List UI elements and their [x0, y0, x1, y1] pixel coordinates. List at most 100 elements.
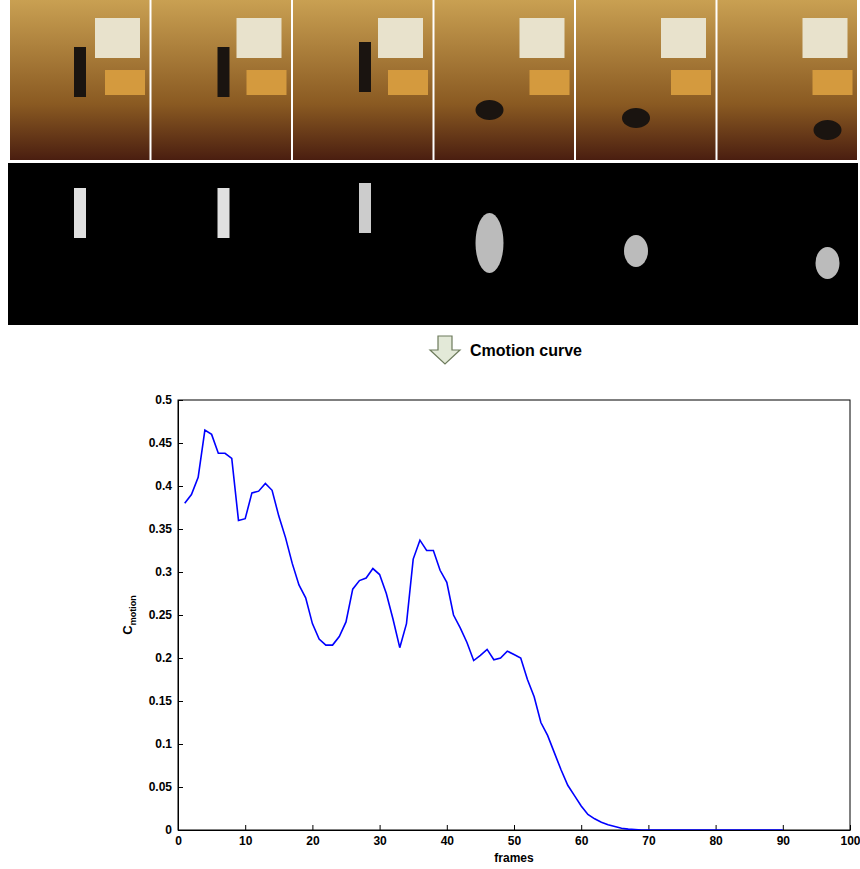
y-tick-mark	[178, 486, 183, 487]
y-tick: 0	[165, 823, 183, 837]
y-tick-mark	[178, 615, 183, 616]
silhouette	[74, 188, 86, 238]
y-tick: 0.3	[155, 565, 183, 579]
silhouette-frame	[150, 163, 293, 325]
silhouette	[359, 183, 371, 233]
silhouette-frame	[291, 163, 434, 325]
x-tick-mark	[447, 825, 448, 830]
data-line	[185, 430, 783, 830]
frame-board	[520, 18, 565, 58]
arrow-shape	[430, 336, 460, 364]
plot-frame	[178, 400, 850, 830]
frame-board	[237, 18, 282, 58]
y-tick-label: 0.2	[155, 651, 172, 665]
x-tick: 80	[709, 825, 723, 848]
silhouette	[476, 213, 504, 273]
person	[476, 100, 504, 120]
x-tick: 30	[373, 825, 387, 848]
frame-board	[95, 18, 140, 58]
x-tick: 100	[840, 825, 860, 848]
x-tick-mark	[312, 825, 313, 830]
frame-photo	[435, 0, 575, 160]
silhouette-bg	[574, 163, 717, 325]
y-tick: 0.25	[149, 608, 183, 622]
x-tick-mark	[783, 825, 784, 830]
y-tick-label: 0.3	[155, 565, 172, 579]
silhouette-bg	[8, 163, 151, 325]
frame-desk	[813, 70, 853, 95]
y-tick: 0.45	[149, 436, 183, 450]
frame-photo	[152, 0, 292, 160]
x-tick: 60	[575, 825, 589, 848]
frame-board	[661, 18, 706, 58]
frame-photo	[718, 0, 858, 160]
y-tick: 0.35	[149, 522, 183, 536]
plot-area	[185, 430, 783, 830]
y-tick-mark	[178, 572, 183, 573]
x-tick: 10	[239, 825, 253, 848]
person	[218, 47, 230, 97]
silhouette	[816, 247, 840, 279]
video-frame	[576, 0, 716, 160]
y-tick-label: 0.05	[149, 780, 173, 794]
y-tick: 0.15	[149, 694, 183, 708]
x-tick-label: 60	[575, 834, 589, 848]
x-tick-mark	[850, 825, 851, 830]
x-axis: 0102030405060708090100	[175, 825, 860, 848]
video-frame	[152, 0, 292, 160]
y-tick-label: 0.45	[149, 436, 173, 450]
silhouette	[624, 235, 648, 267]
y-tick-label: 0.15	[149, 694, 173, 708]
x-tick-mark	[581, 825, 582, 830]
x-tick-mark	[380, 825, 381, 830]
frame-desk	[247, 70, 287, 95]
video-frame	[435, 0, 575, 160]
person	[622, 108, 650, 128]
y-tick-label: 0.5	[155, 393, 172, 407]
x-axis-line	[179, 830, 851, 831]
y-tick-mark	[178, 658, 183, 659]
x-tick-label: 50	[508, 834, 522, 848]
y-axis-title: Cmotion	[120, 595, 138, 634]
x-tick-label: 10	[239, 834, 253, 848]
y-tick-label: 0	[165, 823, 172, 837]
x-axis-title: frames	[494, 851, 534, 865]
silhouette-frame	[433, 163, 576, 325]
silhouette	[218, 188, 230, 238]
x-tick-label: 90	[777, 834, 791, 848]
silhouette-bg	[291, 163, 434, 325]
frame-photo	[293, 0, 433, 160]
y-tick: 0.5	[155, 393, 183, 407]
x-tick-mark	[514, 825, 515, 830]
silhouette-frame	[716, 163, 859, 325]
y-axis: 0 0.05 0.1 0.15 0.2 0.25 0.3 0.35 0.4 0.45 0.5	[149, 393, 183, 837]
x-tick-label: 80	[709, 834, 723, 848]
frame-board	[378, 18, 423, 58]
y-tick-mark	[178, 830, 183, 831]
y-tick-mark	[178, 701, 183, 702]
y-tick: 0.1	[155, 737, 183, 751]
y-tick-label: 0.25	[149, 608, 173, 622]
y-tick-mark	[178, 400, 183, 401]
frame-desk	[388, 70, 428, 95]
silhouette-frame	[8, 163, 151, 325]
person	[359, 42, 371, 92]
silhouette-frame	[574, 163, 717, 325]
x-tick: 40	[441, 825, 455, 848]
annotation: Cmotion curve	[470, 342, 582, 359]
video-frame	[718, 0, 858, 160]
frame-photo	[10, 0, 150, 160]
y-tick: 0.05	[149, 780, 183, 794]
y-tick-label: 0.1	[155, 737, 172, 751]
video-frame	[10, 0, 150, 160]
x-tick-mark	[245, 825, 246, 830]
x-tick: 20	[306, 825, 320, 848]
x-tick-label: 70	[642, 834, 656, 848]
video-frame	[293, 0, 433, 160]
arrow	[430, 336, 460, 364]
y-tick-mark	[178, 529, 183, 530]
frame-desk	[530, 70, 570, 95]
y-tick-label: 0.4	[155, 479, 172, 493]
y-tick: 0.2	[155, 651, 183, 665]
x-tick: 50	[508, 825, 522, 848]
